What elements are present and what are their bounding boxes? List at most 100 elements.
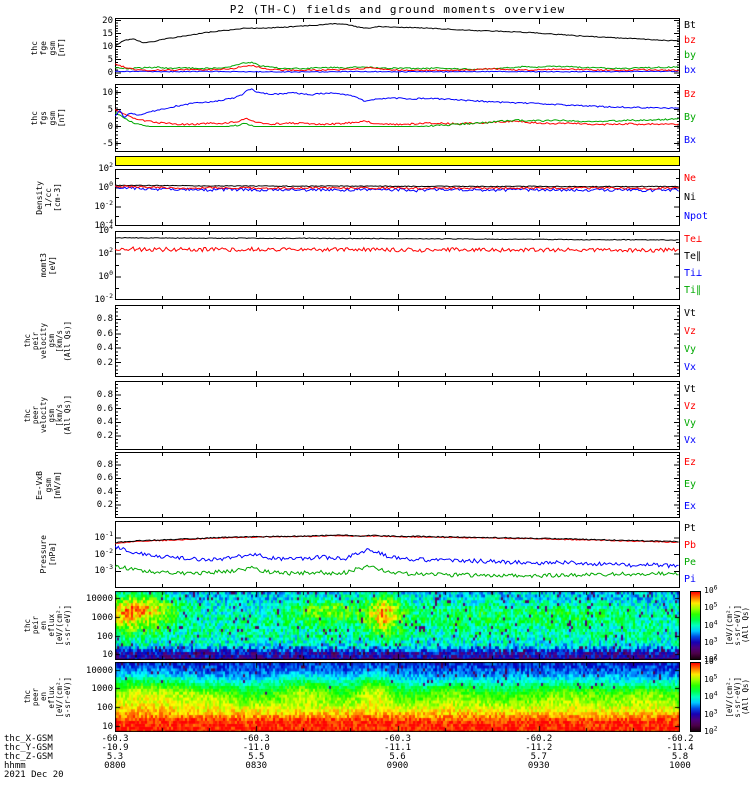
ylabel-line: s-sr-eV)]	[63, 605, 72, 646]
y-tick-label: 10-2	[94, 199, 113, 212]
ylabel-line: [nT]	[57, 108, 66, 128]
y-tick-label: 10000	[85, 593, 113, 604]
ylabel-line: momt3	[39, 253, 48, 278]
axis-row-label-x-gsm: thc_X-GSM	[4, 734, 53, 744]
legend-label-bz: bz	[684, 34, 697, 46]
y-tick-label: 0.4	[96, 417, 113, 428]
panel-ylabel-momt3: momt3 [eV]	[20, 231, 76, 300]
y-tick-label: 0.8	[96, 314, 113, 325]
colorbar-tick-label: 104	[704, 617, 718, 630]
y-tick-label: 10	[102, 649, 113, 660]
legend-label-Vy: Vy	[684, 418, 697, 430]
legend-label-Vx: Vx	[684, 362, 697, 373]
legend-label-Vz: Vz	[684, 400, 697, 412]
series-Te∥	[115, 236, 679, 241]
series-Bx	[115, 88, 679, 119]
axis-value-time: 1000	[669, 761, 691, 771]
axis-value-z: 5.6	[389, 752, 406, 762]
colorbar-tick-label: 106	[704, 654, 718, 666]
legend-label-Ti∥: Ti∥	[684, 285, 702, 297]
series-By	[115, 112, 679, 128]
axis-row-label-y-gsm: thc_Y-GSM	[4, 743, 53, 753]
legend-label-Bx: Bx	[684, 134, 697, 146]
legend-label-Bz: Bz	[684, 89, 697, 101]
legend-label-By: By	[684, 112, 697, 123]
legend-label-Ne: Ne	[684, 172, 697, 184]
ylabel-line: [mV/m]	[52, 470, 62, 500]
axis-value-x: -60.3	[101, 734, 129, 744]
ylabel-line: thc	[30, 110, 39, 126]
legend-label-bx: bx	[684, 64, 697, 76]
panel-plot-density	[115, 169, 680, 226]
y-tick-label: 0.2	[96, 499, 113, 510]
ylabel-line: gsm	[48, 110, 57, 126]
ylabel-line: [nT]	[57, 38, 66, 58]
y-tick-label: 0	[107, 67, 113, 78]
y-tick-label: 5	[107, 104, 113, 115]
panel-ylabel-density: Density 1/cc [cm-3]	[20, 169, 76, 226]
y-tick-label: 100	[98, 180, 113, 193]
ylabel-line: Density	[34, 180, 44, 215]
axis-value-time: 0900	[386, 761, 409, 771]
colorbar-tick-label: 106	[704, 583, 718, 595]
axis-value-time: 0830	[245, 761, 268, 771]
ylabel-line: fge	[39, 40, 48, 56]
ylabel-line: (All Qs)]	[63, 395, 72, 436]
panel-ylabel-spec-peer: thc peer en eflux [eV/(cm²- s-sr-eV)]	[20, 662, 76, 732]
legend-label-Te⊥: Te⊥	[684, 233, 703, 245]
y-tick-label: 1000	[91, 612, 113, 623]
panel-ylabel-fgs: thc fgs gsm [nT]	[20, 84, 76, 152]
axis-value-y: -10.9	[101, 743, 129, 753]
axis-value-time: 0800	[104, 761, 126, 771]
legend-label-Bt: Bt	[684, 19, 697, 31]
colorbar-unit-line: (All Qs)	[741, 607, 750, 644]
series-Te⊥	[115, 246, 679, 254]
axis-value-z: 5.8	[671, 752, 689, 762]
ylabel-line: gsm	[43, 477, 53, 493]
ylabel-line: [eV]	[48, 255, 57, 276]
axis-value-x: -60.3	[383, 734, 412, 744]
y-tick-label: 0.6	[96, 473, 113, 484]
legend-label-Vt: Vt	[684, 308, 697, 319]
plot-title: P2 (TH-C) fields and ground moments over…	[229, 3, 566, 16]
legend-label-Vx: Vx	[684, 435, 697, 447]
y-tick-label: 0.2	[96, 357, 113, 368]
y-tick-label: 0.6	[96, 403, 113, 414]
axis-date-label: 2021 Dec 20	[4, 770, 64, 780]
legend-label-Ni: Ni	[684, 191, 697, 203]
spectrogram-spec-peer	[115, 662, 680, 732]
y-tick-label: 20	[102, 15, 113, 26]
axis-value-x: -60.2	[525, 734, 553, 744]
series-by	[115, 61, 679, 71]
ylabel-line: gsm	[48, 40, 57, 56]
panel-plot-momt3	[115, 231, 680, 300]
colorbar-tick-label: 102	[704, 724, 718, 736]
y-tick-label: 10	[102, 41, 113, 52]
y-tick-label: 102	[98, 246, 113, 259]
series-Ni	[115, 184, 679, 188]
colorbar-spec-peir	[690, 591, 701, 660]
axis-value-z: 5.3	[106, 752, 124, 762]
y-tick-label: 0	[107, 121, 113, 132]
panel-plot-fgs	[115, 84, 680, 152]
ylabel-line: (All Qs)]	[63, 320, 72, 362]
legend-label-Pi: Pi	[684, 573, 697, 585]
ylabel-line: E=-VxB	[34, 470, 44, 500]
legend-label-by: by	[684, 49, 697, 61]
legend-label-Npot: Npot	[684, 210, 709, 222]
legend-label-Ey: Ey	[684, 479, 697, 490]
y-tick-label: 100	[98, 269, 113, 282]
y-tick-label: 10000	[85, 665, 113, 676]
y-tick-label: 10-2	[94, 546, 113, 560]
panel-ylabel-vel-peer: thc peer velocity gsm [km/s (All Qs)]	[20, 381, 76, 450]
colorbar-spec-peer	[690, 662, 701, 732]
y-tick-label: 10-4	[94, 218, 113, 231]
y-tick-label: 1000	[91, 683, 113, 694]
panel-ylabel-efield: E=-VxB gsm [mV/m]	[20, 452, 76, 518]
colorbar-unit-line: (All Qs)	[741, 678, 750, 716]
legend-label-Te∥: Te∥	[684, 250, 702, 262]
legend-label-Ex: Ex	[684, 501, 697, 512]
y-tick-label: 0.2	[96, 431, 113, 442]
